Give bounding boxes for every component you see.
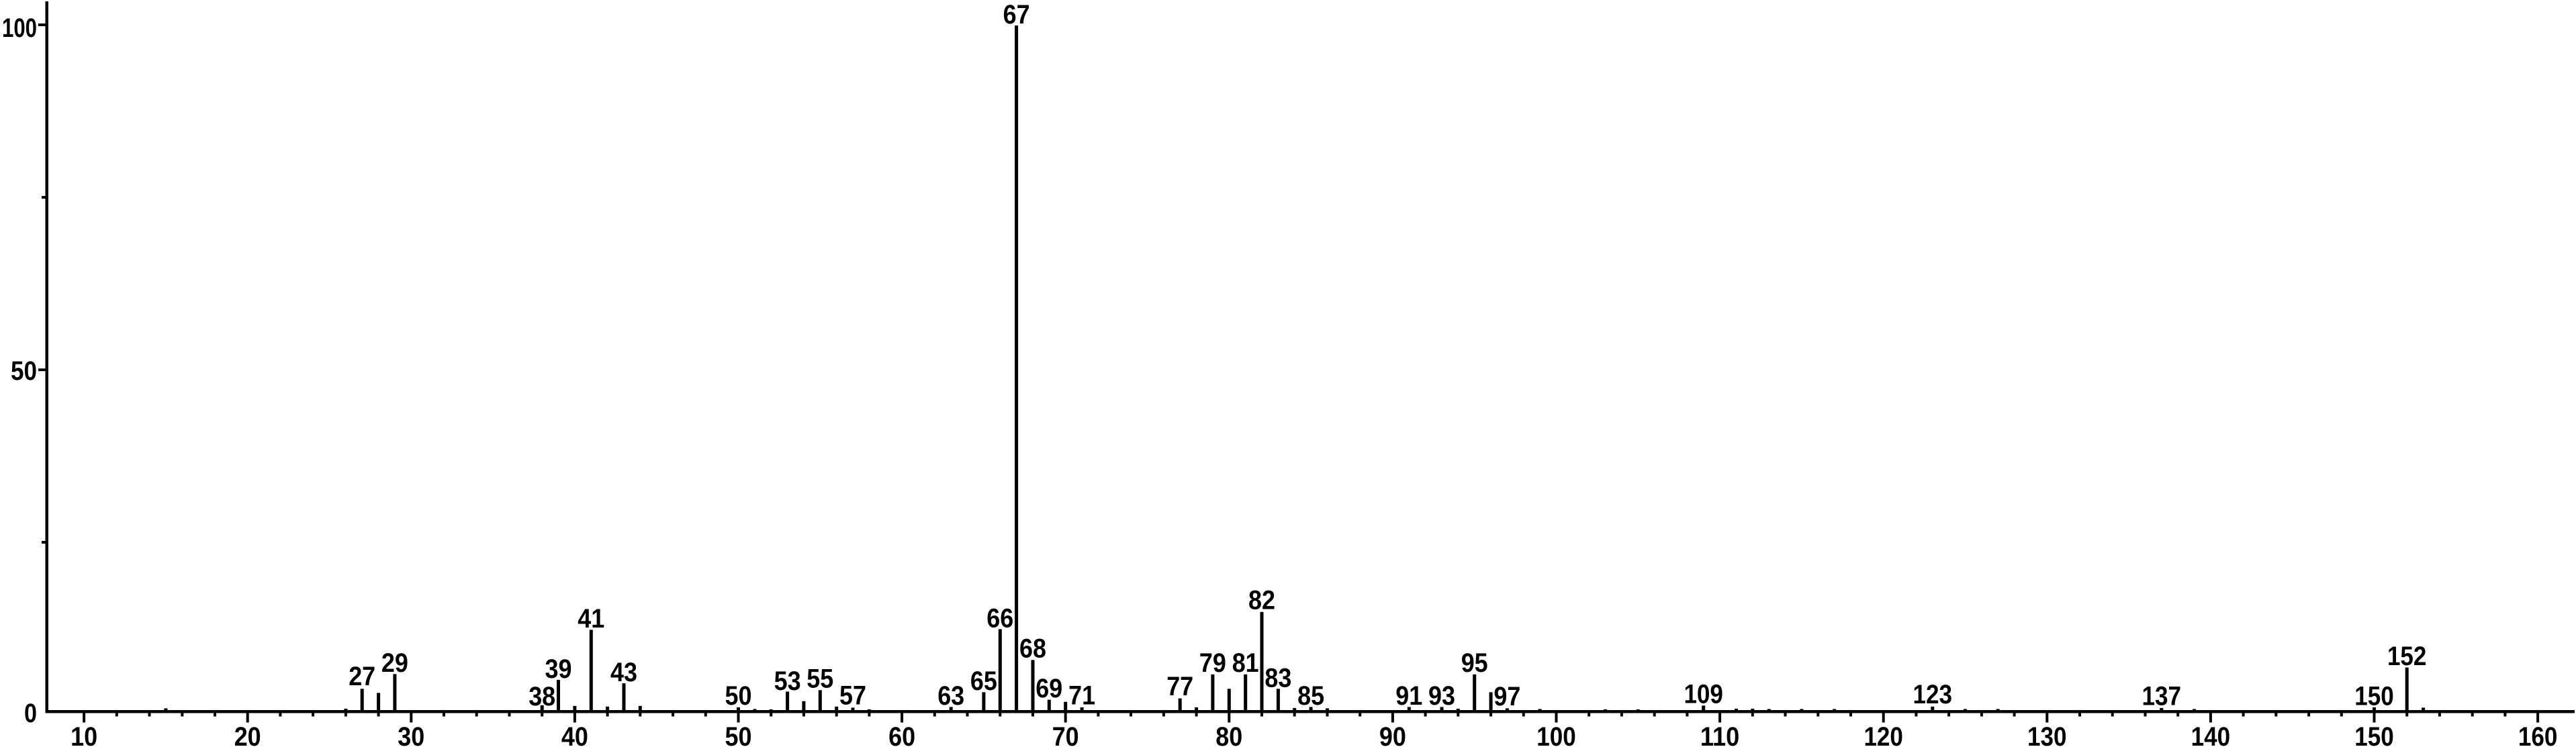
svg-text:150: 150	[2354, 682, 2394, 711]
svg-text:100: 100	[1536, 722, 1576, 749]
svg-text:93: 93	[1428, 681, 1455, 711]
svg-text:40: 40	[561, 722, 588, 749]
svg-text:152: 152	[2387, 642, 2427, 671]
svg-text:55: 55	[807, 664, 833, 694]
svg-text:41: 41	[578, 604, 604, 634]
svg-text:69: 69	[1036, 674, 1062, 703]
svg-text:57: 57	[839, 681, 866, 711]
svg-text:137: 137	[2142, 682, 2182, 711]
svg-text:70: 70	[1052, 722, 1079, 749]
svg-text:50: 50	[725, 681, 752, 711]
svg-text:77: 77	[1166, 672, 1193, 701]
svg-text:85: 85	[1297, 681, 1324, 711]
svg-text:67: 67	[1003, 0, 1030, 30]
svg-text:39: 39	[545, 654, 572, 684]
svg-text:79: 79	[1199, 648, 1226, 678]
svg-text:29: 29	[381, 648, 408, 678]
svg-text:120: 120	[1864, 722, 1903, 749]
svg-text:150: 150	[2354, 722, 2394, 749]
svg-text:10: 10	[71, 722, 97, 749]
svg-text:50: 50	[725, 722, 752, 749]
svg-text:95: 95	[1461, 648, 1488, 678]
svg-text:109: 109	[1684, 680, 1723, 709]
svg-text:27: 27	[349, 662, 375, 691]
svg-text:71: 71	[1068, 681, 1095, 711]
svg-text:50: 50	[11, 356, 37, 386]
svg-text:82: 82	[1248, 586, 1275, 615]
svg-text:100: 100	[2, 13, 37, 43]
svg-text:90: 90	[1379, 722, 1406, 749]
svg-text:0: 0	[24, 699, 37, 728]
svg-text:43: 43	[610, 658, 637, 687]
svg-text:81: 81	[1232, 648, 1259, 678]
svg-text:83: 83	[1264, 664, 1291, 693]
svg-text:38: 38	[528, 682, 555, 711]
svg-text:68: 68	[1019, 634, 1046, 664]
svg-text:91: 91	[1395, 681, 1422, 711]
svg-text:110: 110	[1700, 722, 1740, 749]
svg-text:140: 140	[2191, 722, 2231, 749]
svg-text:60: 60	[888, 722, 915, 749]
svg-text:53: 53	[774, 666, 801, 696]
svg-text:123: 123	[1913, 680, 1953, 709]
svg-text:63: 63	[937, 681, 964, 711]
svg-text:20: 20	[234, 722, 261, 749]
svg-text:66: 66	[986, 604, 1013, 634]
svg-text:160: 160	[2518, 722, 2558, 749]
svg-text:80: 80	[1215, 722, 1242, 749]
svg-text:65: 65	[970, 666, 997, 696]
svg-text:97: 97	[1493, 682, 1520, 711]
svg-text:130: 130	[2027, 722, 2067, 749]
svg-text:30: 30	[398, 722, 424, 749]
